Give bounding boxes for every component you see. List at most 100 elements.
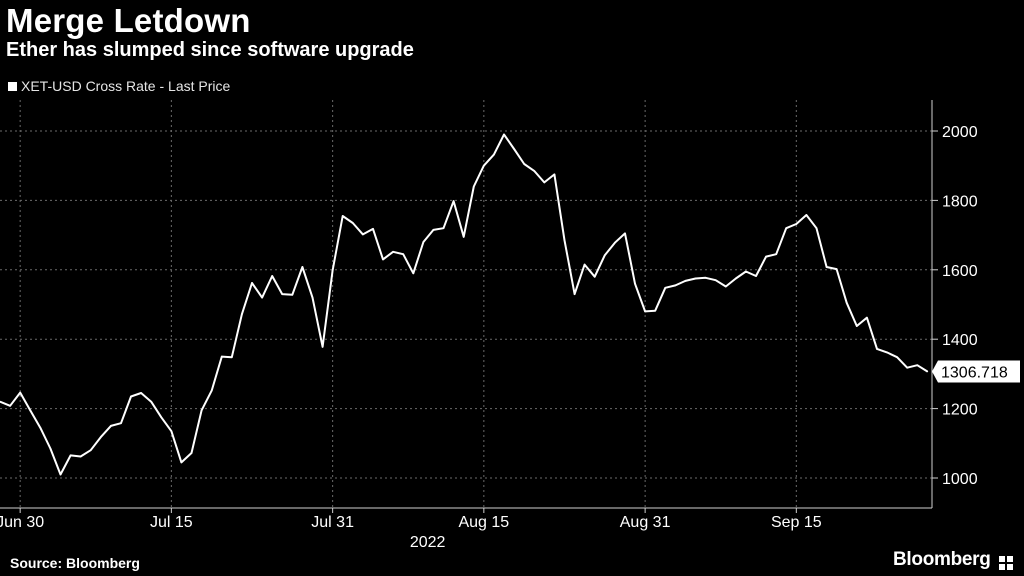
x-tick-label: Jun 30 bbox=[0, 514, 44, 531]
data-point bbox=[543, 181, 546, 184]
data-point bbox=[876, 348, 878, 350]
x-tick-label: Jul 15 bbox=[150, 514, 193, 531]
data-point bbox=[352, 222, 354, 224]
data-point bbox=[563, 239, 566, 242]
data-point bbox=[553, 173, 556, 176]
source-note: Source: Bloomberg bbox=[10, 555, 140, 571]
series-layer bbox=[0, 133, 929, 476]
y-tick-label: 1400 bbox=[942, 332, 978, 349]
y-tick-label: 2000 bbox=[942, 124, 978, 141]
data-point bbox=[775, 253, 777, 255]
y-tick-label: 1200 bbox=[942, 402, 978, 419]
data-point bbox=[150, 400, 152, 403]
data-point bbox=[200, 409, 203, 412]
brand-logo: Bloomberg bbox=[893, 549, 991, 570]
data-point bbox=[170, 430, 173, 432]
data-point bbox=[896, 356, 898, 359]
data-point bbox=[452, 200, 455, 202]
data-point bbox=[765, 255, 767, 258]
data-point bbox=[190, 452, 193, 454]
x-tick-label: Jul 31 bbox=[311, 514, 354, 531]
legend-swatch bbox=[8, 81, 17, 91]
x-tick-label: Sep 15 bbox=[771, 514, 822, 531]
data-point bbox=[533, 170, 536, 172]
data-point bbox=[311, 296, 314, 299]
y-tick-label: 1800 bbox=[942, 193, 978, 210]
data-point bbox=[19, 391, 21, 394]
data-point bbox=[110, 425, 112, 427]
data-point bbox=[815, 227, 818, 229]
data-point bbox=[825, 266, 828, 268]
data-point bbox=[472, 185, 475, 188]
data-point bbox=[341, 215, 344, 217]
data-point bbox=[724, 285, 727, 288]
data-point bbox=[694, 277, 697, 280]
data-point bbox=[362, 233, 364, 236]
axis-layer: 1000 1200 1400 1600 1800 2000 Jun 30 Jul 15 Jul … bbox=[0, 100, 978, 551]
data-point bbox=[140, 392, 142, 394]
data-point bbox=[382, 258, 384, 261]
data-point bbox=[160, 416, 163, 419]
data-point bbox=[886, 351, 888, 354]
data-point bbox=[412, 272, 415, 275]
data-point bbox=[745, 270, 747, 273]
data-point bbox=[231, 356, 233, 359]
y-tick-label: 1000 bbox=[942, 471, 978, 488]
data-point bbox=[654, 309, 656, 312]
data-point bbox=[261, 296, 263, 299]
data-point bbox=[624, 232, 626, 235]
price-line bbox=[0, 133, 928, 476]
data-point bbox=[301, 266, 304, 268]
data-point bbox=[795, 223, 798, 225]
data-point bbox=[634, 282, 636, 285]
data-point bbox=[503, 133, 505, 136]
data-point bbox=[664, 287, 667, 289]
x-tick-label: Aug 15 bbox=[458, 514, 509, 531]
legend-label: XET-USD Cross Rate - Last Price bbox=[21, 78, 231, 94]
grid-layer bbox=[0, 100, 932, 508]
data-point bbox=[9, 405, 11, 407]
x-axis-label: 2022 bbox=[410, 534, 446, 551]
data-point bbox=[583, 263, 586, 266]
data-point bbox=[59, 473, 62, 476]
data-point bbox=[845, 301, 848, 304]
y-tick-label: 1600 bbox=[942, 263, 978, 280]
data-point bbox=[241, 313, 243, 316]
data-point bbox=[704, 276, 707, 279]
data-point bbox=[674, 284, 677, 287]
data-point bbox=[573, 293, 576, 295]
data-point bbox=[513, 148, 515, 150]
data-point bbox=[805, 214, 808, 216]
data-point bbox=[916, 364, 919, 367]
data-point bbox=[220, 355, 223, 358]
data-point bbox=[523, 163, 525, 165]
data-point bbox=[684, 280, 687, 282]
data-point bbox=[442, 227, 445, 229]
data-point bbox=[644, 310, 646, 313]
data-point bbox=[392, 250, 394, 253]
data-point bbox=[100, 436, 102, 438]
data-point bbox=[130, 395, 132, 398]
data-point bbox=[271, 275, 273, 277]
data-point bbox=[483, 164, 485, 167]
data-point bbox=[593, 275, 596, 278]
x-tick-label: Aug 31 bbox=[620, 514, 671, 531]
chart-title: Merge Letdown bbox=[6, 2, 251, 39]
data-point bbox=[906, 366, 908, 369]
data-point bbox=[493, 153, 495, 156]
data-point bbox=[39, 426, 42, 429]
data-point bbox=[0, 400, 1, 403]
data-point bbox=[422, 241, 425, 243]
legend: XET-USD Cross Rate - Last Price bbox=[8, 78, 230, 94]
data-point bbox=[281, 293, 284, 295]
data-point bbox=[291, 293, 294, 296]
data-point bbox=[321, 346, 324, 348]
chart-subtitle: Ether has slumped since software upgrade bbox=[6, 39, 414, 61]
label-layer: 1306.718 bbox=[932, 360, 1020, 383]
data-point bbox=[604, 254, 606, 257]
data-point bbox=[331, 269, 334, 272]
data-point bbox=[79, 455, 82, 458]
data-point bbox=[735, 277, 737, 280]
data-point bbox=[866, 316, 868, 319]
data-point bbox=[89, 449, 92, 452]
